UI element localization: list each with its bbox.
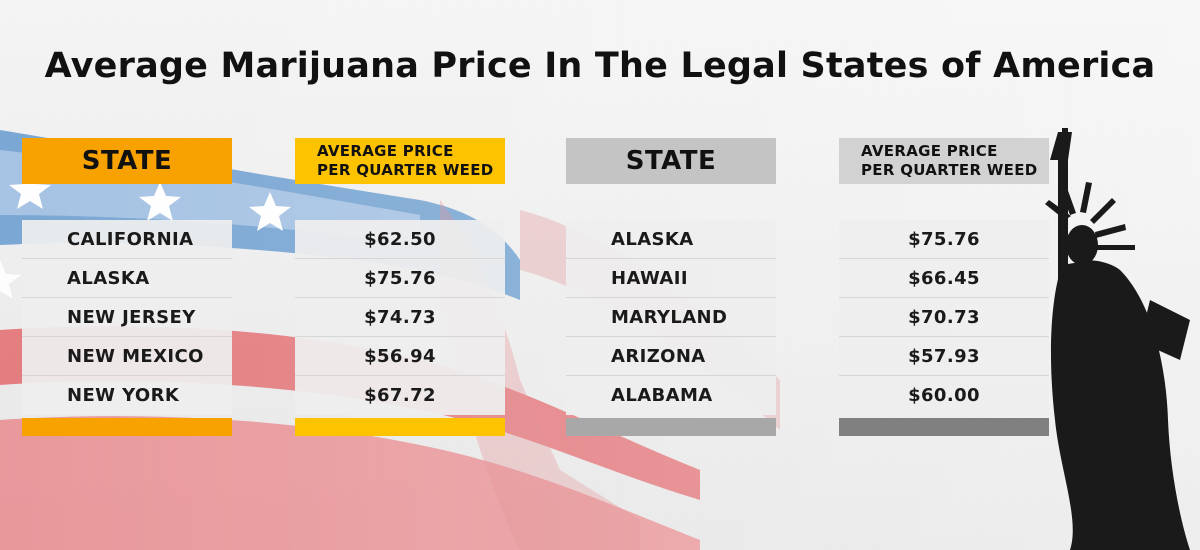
- price-cell: $66.45: [839, 259, 1049, 298]
- price-cell: $70.73: [839, 298, 1049, 337]
- state-cell: ARIZONA: [566, 337, 776, 376]
- price-column-2: AVERAGE PRICE PER QUARTER WEED $75.76 $66.4…: [839, 138, 1049, 438]
- column-header-line: AVERAGE PRICE: [861, 142, 998, 160]
- column-header: AVERAGE PRICE PER QUARTER WEED: [295, 138, 505, 184]
- price-cell: $60.00: [908, 385, 980, 406]
- column-header-line: STATE: [625, 146, 717, 176]
- table-body: ALASKA HAWAII MARYLAND ARIZONA ALABAMA: [566, 220, 776, 415]
- state-cell: ALABAMA: [611, 385, 713, 406]
- state-cell: NEW MEXICO: [22, 337, 232, 376]
- price-column-1: AVERAGE PRICE PER QUARTER WEED $62.50 $75.7…: [295, 138, 505, 438]
- state-cell: CALIFORNIA: [22, 220, 232, 259]
- price-cell: $57.93: [839, 337, 1049, 376]
- column-header-line: STATE: [81, 146, 173, 176]
- state-cell: ALASKA: [22, 259, 232, 298]
- column-header: AVERAGE PRICE PER QUARTER WEED: [839, 138, 1049, 184]
- table-footer-bar: [22, 418, 232, 436]
- column-header: STATE: [22, 138, 232, 184]
- price-cell: $75.76: [839, 220, 1049, 259]
- statue-of-liberty-icon: [1045, 128, 1190, 550]
- column-header-line: AVERAGE PRICE: [317, 142, 454, 160]
- table-body: CALIFORNIA ALASKA NEW JERSEY NEW MEXICO NEW …: [22, 220, 232, 415]
- state-cell: MARYLAND: [566, 298, 776, 337]
- price-cell: $75.76: [295, 259, 505, 298]
- state-cell: HAWAII: [566, 259, 776, 298]
- table-footer-bar: [295, 418, 505, 436]
- table-body: $62.50 $75.76 $74.73 $56.94 $67.72: [295, 220, 505, 415]
- state-cell: ALASKA: [566, 220, 776, 259]
- column-header-line: PER QUARTER WEED: [317, 161, 494, 179]
- page-title: Average Marijuana Price In The Legal Sta…: [44, 46, 1156, 86]
- table-footer-bar: [566, 418, 776, 436]
- column-header: STATE: [566, 138, 776, 184]
- column-header-line: PER QUARTER WEED: [861, 161, 1038, 179]
- state-column-2: STATE ALASKA HAWAII MARYLAND ARIZONA ALABAMA: [566, 138, 776, 438]
- state-cell: NEW JERSEY: [22, 298, 232, 337]
- price-cell: $67.72: [364, 385, 436, 406]
- price-cell: $62.50: [295, 220, 505, 259]
- table-body: $75.76 $66.45 $70.73 $57.93 $60.00: [839, 220, 1049, 415]
- state-column-1: STATE CALIFORNIA ALASKA NEW JERSEY NEW MEXIC…: [22, 138, 232, 438]
- table-footer-bar: [839, 418, 1049, 436]
- state-cell: NEW YORK: [67, 385, 180, 406]
- price-cell: $74.73: [295, 298, 505, 337]
- price-cell: $56.94: [295, 337, 505, 376]
